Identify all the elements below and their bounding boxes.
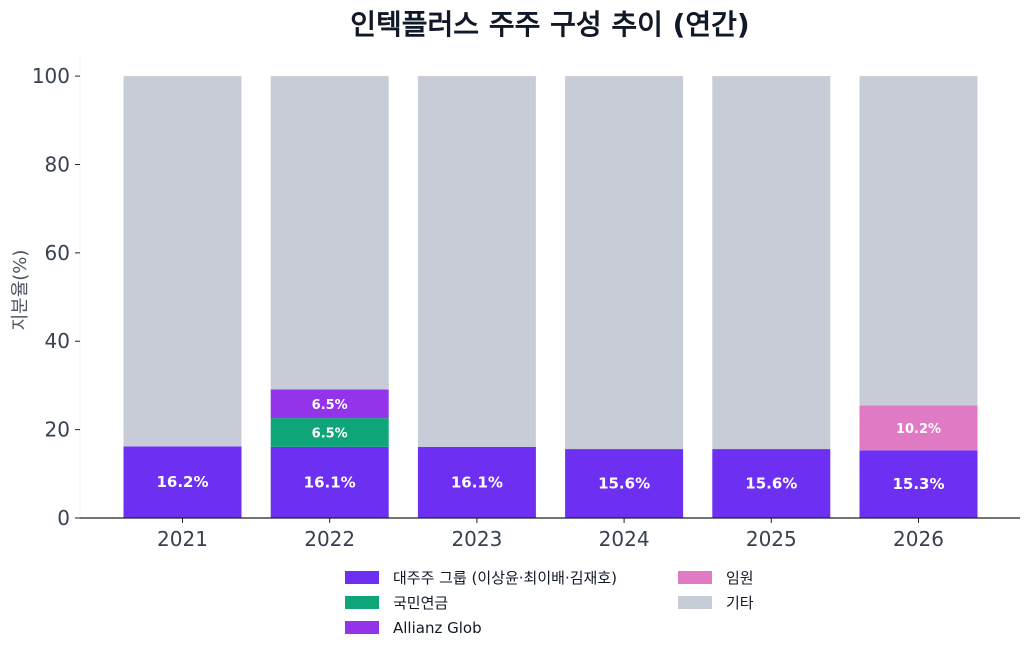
x-tick-label: 2022 [304,527,355,551]
bar-segment-2022-s0 [270,446,389,518]
chart-title: 인텍플러스 주주 구성 추이 (연간) [350,8,749,41]
bar-segment-2026-s0 [859,450,978,518]
bar-segment-2025-s4 [712,76,831,450]
y-tick-label: 0 [57,506,70,530]
bar-segment-2023-s0 [417,446,536,518]
bars-layer: 16.2% 16.1% 6.5% 6.5% 16.1% 15.6% 15.6% 15.3% 10… [123,76,978,518]
bar-value-label: 15.3% [892,475,944,493]
bar-segment-2024-s0 [565,449,684,518]
x-tick-label: 2024 [599,527,650,551]
bar-value-label: 16.1% [304,473,356,491]
x-tick-label: 2025 [746,527,797,551]
y-tick-label: 60 [45,241,70,265]
legend-swatch [678,571,712,584]
bar-segment-2023-s4 [417,76,536,447]
bar-segment-2025-s0 [712,449,831,518]
bar-value-label: 16.1% [451,473,503,491]
bar-segment-2026-s4 [859,76,978,406]
y-tick-label: 80 [45,152,70,176]
legend-item: 임원 [678,569,754,587]
x-tick-label: 2026 [893,527,944,551]
x-tick-label: 2023 [451,527,502,551]
bar-value-label: 15.6% [598,475,650,493]
legend-item: 기타 [678,594,754,612]
legend-label: 대주주 그룹 (이상윤·최이배·김재호) [393,569,617,587]
legend-label: 국민연금 [393,594,448,612]
y-tick-label: 40 [45,329,70,353]
y-axis-label: 지분율(%) [10,250,31,331]
bar-segment-2026-s3 [859,405,978,451]
bar-segment-2022-s1 [270,418,389,447]
bar-value-label: 15.6% [745,475,797,493]
bar-segment-2022-s2 [270,389,389,419]
legend-label: Allianz Glob [393,619,482,637]
y-tick-label: 20 [45,418,70,442]
legend-swatch [678,596,712,609]
y-tick-label: 100 [32,64,70,88]
legend-swatch [345,596,379,609]
bar-segment-2021-s0 [123,446,242,518]
axes-layer: 0 20 40 60 80 100 2021 2022 2023 2024 2025 2026 [32,54,1020,551]
legend-item: 국민연금 [345,594,448,612]
bar-segment-2024-s4 [565,76,684,450]
x-tick-label: 2021 [157,527,208,551]
bar-segment-2022-s4 [270,76,389,390]
legend-item: 대주주 그룹 (이상윤·최이배·김재호) [345,569,617,587]
bar-value-label: 6.5% [312,398,348,413]
legend-item: Allianz Glob [345,619,482,637]
bar-value-label: 10.2% [896,422,941,437]
legend-swatch [345,571,379,584]
legend-swatch [345,621,379,634]
bar-value-label: 16.2% [156,473,208,491]
bar-value-label: 6.5% [312,426,348,441]
legend-label: 기타 [726,594,754,612]
legend-label: 임원 [726,569,754,587]
bar-segment-2021-s4 [123,76,242,447]
